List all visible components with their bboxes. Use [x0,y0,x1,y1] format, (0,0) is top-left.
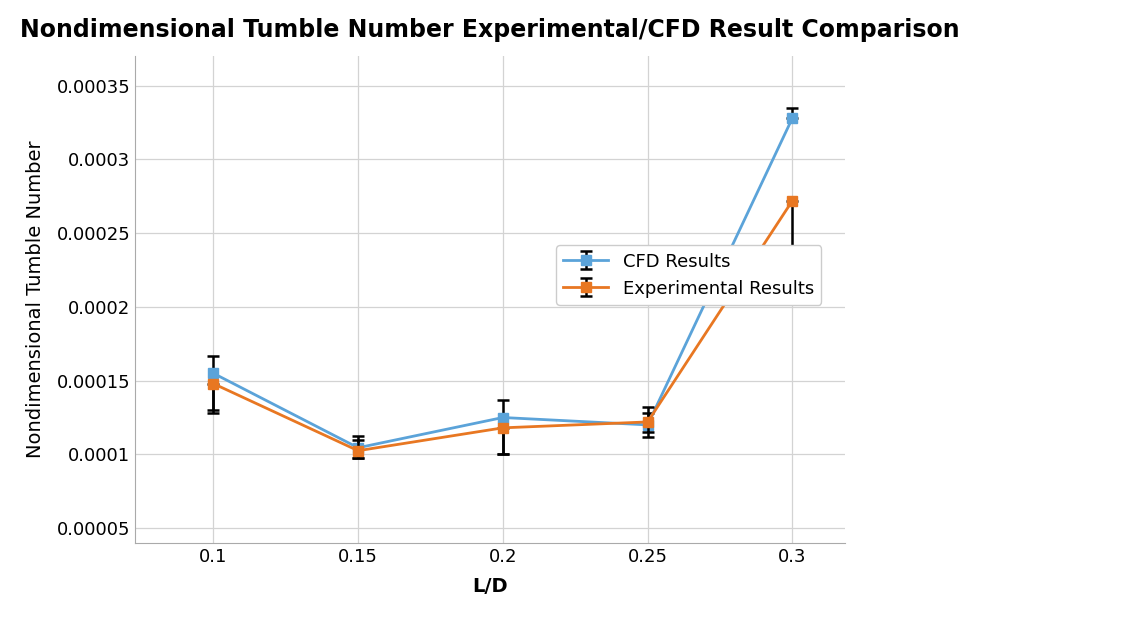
X-axis label: L/D: L/D [472,577,508,596]
Y-axis label: Nondimensional Tumble Number: Nondimensional Tumble Number [26,140,45,459]
Legend: CFD Results, Experimental Results: CFD Results, Experimental Results [556,245,821,305]
Title: Nondimensional Tumble Number Experimental/CFD Result Comparison: Nondimensional Tumble Number Experimenta… [20,17,959,42]
